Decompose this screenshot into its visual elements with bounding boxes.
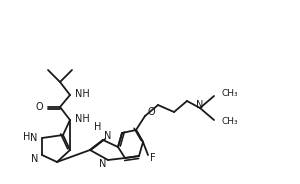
Text: N: N: [104, 131, 111, 141]
Text: NH: NH: [75, 89, 90, 99]
Text: H: H: [94, 122, 101, 132]
Text: CH₃: CH₃: [222, 89, 238, 98]
Text: N: N: [31, 154, 38, 164]
Text: CH₃: CH₃: [222, 118, 238, 127]
Text: NH: NH: [75, 114, 90, 124]
Text: O: O: [35, 102, 43, 112]
Text: O: O: [148, 107, 156, 117]
Text: H: H: [22, 132, 30, 142]
Text: N: N: [30, 133, 37, 143]
Text: N: N: [196, 100, 204, 110]
Text: F: F: [150, 153, 156, 163]
Text: N: N: [99, 159, 106, 169]
